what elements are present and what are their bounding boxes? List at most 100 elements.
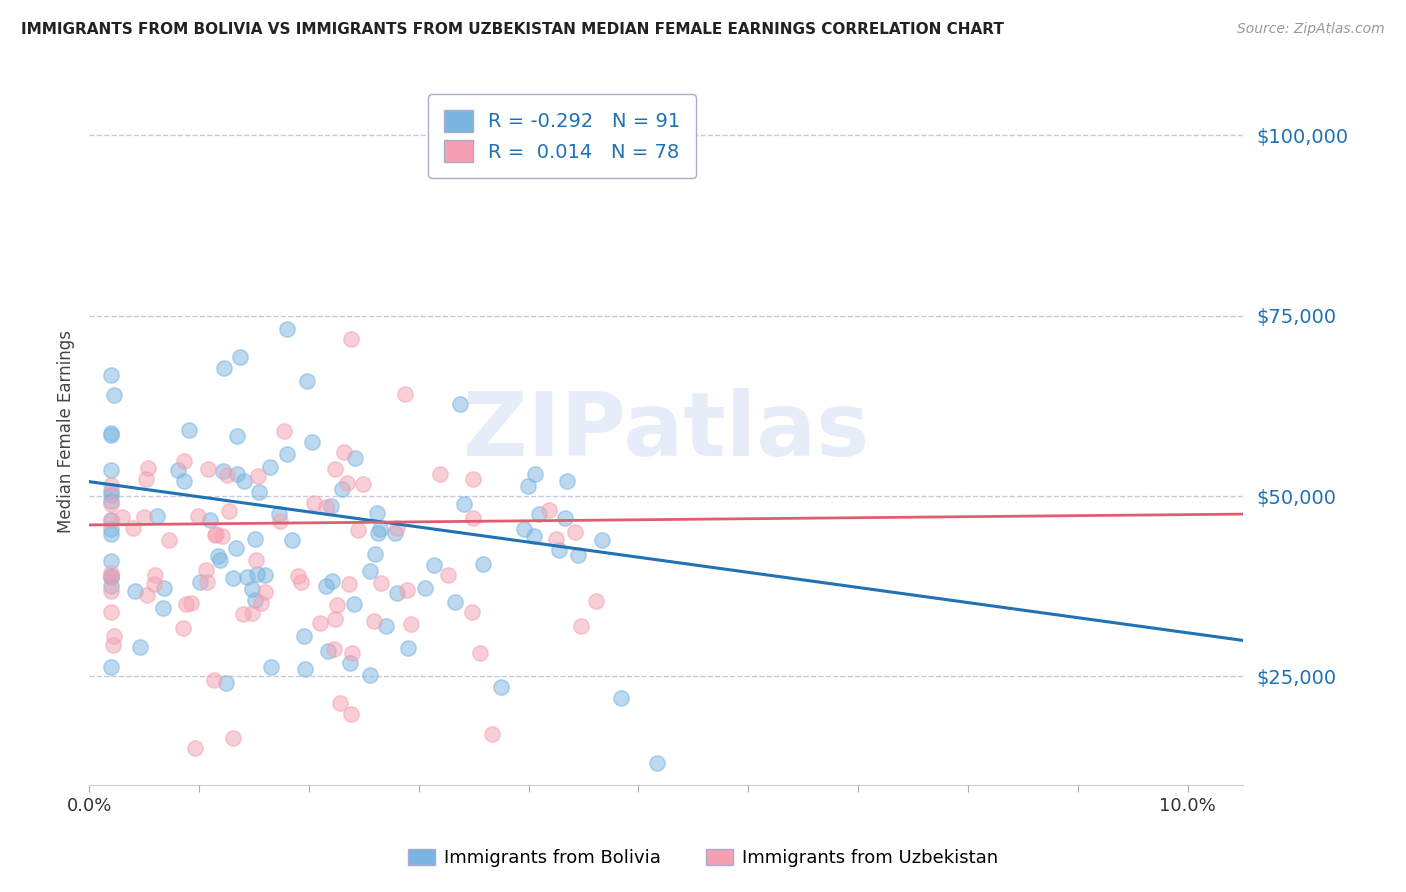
- Point: [461, 511, 484, 525]
- Point: [217, 467, 239, 482]
- Point: [548, 543, 571, 558]
- Point: [645, 756, 668, 770]
- Point: [585, 594, 607, 608]
- Point: [207, 549, 229, 563]
- Point: [415, 581, 437, 595]
- Point: [204, 527, 226, 541]
- Point: [100, 579, 122, 593]
- Point: [129, 640, 152, 655]
- Point: [321, 499, 343, 513]
- Point: [103, 638, 125, 652]
- Point: [366, 506, 388, 520]
- Point: [321, 574, 343, 588]
- Point: [339, 656, 361, 670]
- Point: [226, 467, 249, 481]
- Point: [396, 641, 419, 656]
- Point: [100, 368, 122, 382]
- Point: [132, 510, 155, 524]
- Point: [385, 586, 408, 600]
- Point: [249, 596, 271, 610]
- Point: [423, 558, 446, 572]
- Point: [564, 525, 586, 540]
- Point: [100, 497, 122, 511]
- Point: [516, 478, 538, 492]
- Point: [554, 510, 576, 524]
- Point: [364, 547, 387, 561]
- Point: [100, 569, 122, 583]
- Point: [174, 598, 197, 612]
- Point: [138, 460, 160, 475]
- Point: [173, 454, 195, 468]
- Point: [247, 469, 270, 483]
- Point: [100, 513, 122, 527]
- Point: [100, 484, 122, 499]
- Legend: R = -0.292   N = 91, R =  0.014   N = 78: R = -0.292 N = 91, R = 0.014 N = 78: [427, 95, 696, 178]
- Point: [340, 332, 363, 346]
- Point: [215, 676, 238, 690]
- Point: [367, 526, 389, 541]
- Point: [610, 691, 633, 706]
- Point: [384, 525, 406, 540]
- Point: [197, 461, 219, 475]
- Point: [100, 526, 122, 541]
- Point: [340, 646, 363, 660]
- Point: [527, 508, 550, 522]
- Point: [254, 567, 277, 582]
- Text: IMMIGRANTS FROM BOLIVIA VS IMMIGRANTS FROM UZBEKISTAN MEDIAN FEMALE EARNINGS COR: IMMIGRANTS FROM BOLIVIA VS IMMIGRANTS FR…: [21, 22, 1004, 37]
- Point: [103, 629, 125, 643]
- Point: [136, 588, 159, 602]
- Point: [111, 510, 134, 524]
- Point: [544, 533, 567, 547]
- Point: [179, 423, 201, 437]
- Legend: Immigrants from Bolivia, Immigrants from Uzbekistan: Immigrants from Bolivia, Immigrants from…: [401, 841, 1005, 874]
- Point: [449, 397, 471, 411]
- Point: [333, 444, 356, 458]
- Point: [243, 592, 266, 607]
- Point: [330, 482, 353, 496]
- Point: [472, 557, 495, 571]
- Point: [100, 554, 122, 568]
- Point: [100, 660, 122, 674]
- Point: [453, 497, 475, 511]
- Point: [290, 575, 312, 590]
- Point: [173, 475, 195, 489]
- Point: [232, 607, 254, 621]
- Point: [157, 533, 180, 548]
- Point: [297, 375, 319, 389]
- Point: [100, 425, 122, 440]
- Point: [232, 475, 254, 489]
- Point: [190, 574, 212, 589]
- Point: [103, 388, 125, 402]
- Point: [591, 533, 613, 547]
- Point: [347, 523, 370, 537]
- Point: [146, 508, 169, 523]
- Point: [344, 450, 367, 465]
- Point: [323, 462, 346, 476]
- Point: [209, 552, 232, 566]
- Point: [309, 615, 332, 630]
- Point: [198, 513, 221, 527]
- Point: [229, 351, 252, 365]
- Point: [301, 434, 323, 449]
- Point: [212, 360, 235, 375]
- Point: [100, 478, 122, 492]
- Point: [166, 463, 188, 477]
- Point: [218, 504, 240, 518]
- Point: [100, 463, 122, 477]
- Y-axis label: Median Female Earnings: Median Female Earnings: [58, 330, 75, 533]
- Point: [100, 566, 122, 580]
- Point: [240, 606, 263, 620]
- Point: [100, 606, 122, 620]
- Point: [180, 596, 202, 610]
- Point: [513, 522, 536, 536]
- Point: [276, 447, 298, 461]
- Point: [468, 646, 491, 660]
- Point: [100, 427, 122, 442]
- Point: [221, 572, 243, 586]
- Point: [245, 553, 267, 567]
- Point: [567, 548, 589, 562]
- Point: [143, 576, 166, 591]
- Point: [395, 583, 418, 598]
- Point: [122, 521, 145, 535]
- Text: Source: ZipAtlas.com: Source: ZipAtlas.com: [1237, 22, 1385, 37]
